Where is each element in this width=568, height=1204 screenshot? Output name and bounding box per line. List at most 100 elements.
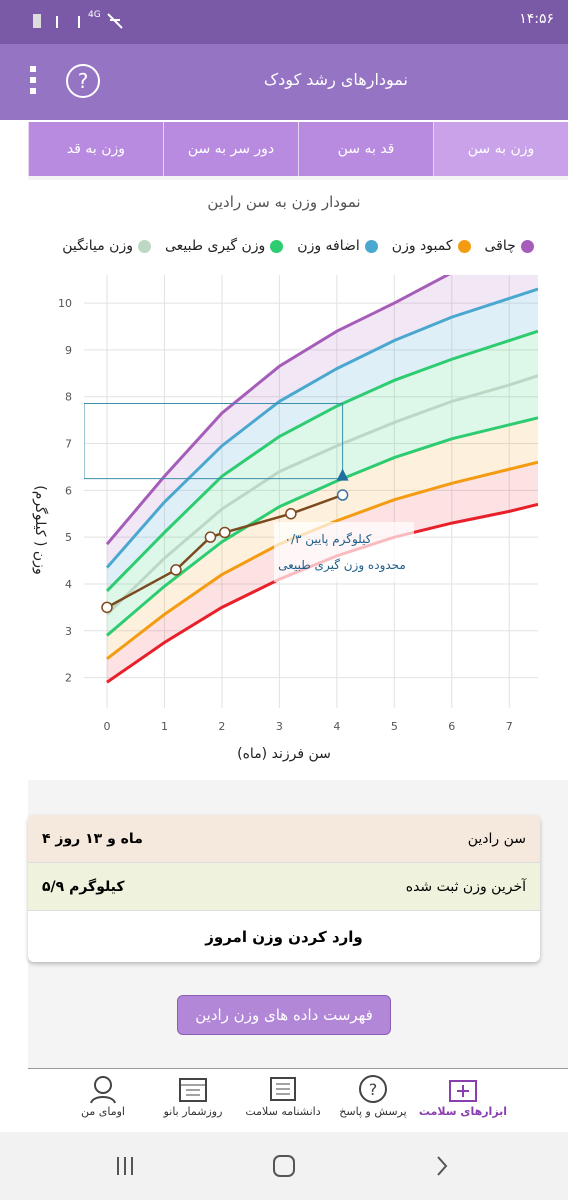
x-tick-label: 3	[276, 720, 283, 733]
nav-item[interactable]: ابزارهای سلامت	[418, 1069, 508, 1132]
plot	[84, 275, 538, 708]
bottom-nav: ابزارهای سلامت ? پرسش و پاسخ دانشنامه سلا…	[28, 1068, 568, 1132]
legend-label: اضافه وزن	[297, 238, 360, 254]
nav-item[interactable]: دانشنامه سلامت	[238, 1069, 328, 1132]
nav-label: دانشنامه سلامت	[245, 1105, 321, 1118]
status-icons	[33, 13, 123, 29]
y-tick-label: 9	[65, 344, 72, 357]
x-tick-label: 5	[391, 720, 398, 733]
list-button[interactable]: فهرست داده های وزن رادین	[177, 995, 391, 1035]
tab[interactable]: قد به سن	[298, 122, 433, 176]
nav-label: اومای من	[81, 1105, 125, 1118]
y-tick-label: 3	[65, 625, 72, 638]
clock: ۱۴:۵۶	[519, 11, 554, 27]
child-point	[285, 507, 297, 520]
child-point	[101, 601, 113, 614]
legend-item: وزن گیری طبیعی	[165, 238, 284, 254]
status-bar: ۱۴:۵۶ 4G	[0, 0, 568, 44]
tab[interactable]: دور سر به سن	[163, 122, 298, 176]
nav-icon	[179, 1078, 207, 1102]
nav-icon	[90, 1076, 116, 1104]
x-tick-label: 7	[506, 720, 513, 733]
child-point	[204, 531, 217, 543]
nav-label: روزشمار بانو	[163, 1105, 223, 1118]
y-tick-label: 6	[65, 484, 72, 497]
legend-label: وزن میانگین	[62, 238, 133, 254]
annotation: محدوده وزن گیری طبیعی	[278, 558, 406, 573]
chart-bg	[28, 180, 568, 780]
y-tick-label: 5	[65, 531, 72, 544]
y-tick-label: 2	[65, 672, 72, 685]
x-tick-label: 4	[333, 720, 340, 733]
tab[interactable]: وزن به قد	[28, 122, 163, 176]
legend-item: اضافه وزن	[297, 238, 378, 254]
nav-icon	[270, 1077, 296, 1101]
nav-label: پرسش و پاسخ	[339, 1105, 407, 1118]
range-marker	[336, 468, 349, 481]
info-row: آخرین وزن ثبت شده ۵/۹ کیلوگرم	[28, 863, 540, 911]
info-value: ۵/۹ کیلوگرم	[42, 878, 125, 895]
y-tick-label: 8	[65, 391, 72, 404]
legend-label: چاقی	[484, 238, 516, 254]
info-label: آخرین وزن ثبت شده	[405, 878, 526, 895]
y-tick-label: 4	[65, 578, 72, 591]
nav-icon	[449, 1080, 477, 1102]
action-button[interactable]: وارد کردن وزن امروز	[205, 927, 363, 946]
child-line	[106, 493, 344, 609]
band	[106, 289, 538, 591]
annotation: ۰/۳ کیلوگرم پایین	[285, 532, 372, 547]
help-button[interactable]: ?	[66, 64, 100, 98]
x-tick-label: 0	[103, 720, 110, 733]
nav-label: ابزارهای سلامت	[418, 1105, 508, 1118]
legend-item: کمبود وزن	[392, 238, 471, 254]
child-point	[219, 526, 231, 539]
info-card: سن رادین ۴ ماه و ۱۳ روز آخرین وزن ثبت شده…	[28, 815, 540, 962]
series-line	[106, 416, 538, 637]
info-row: سن رادین ۴ ماه و ۱۳ روز	[28, 815, 540, 863]
series-line	[105, 275, 451, 546]
series-line	[105, 287, 538, 569]
tab[interactable]: وزن به سن	[433, 122, 568, 176]
range-box	[84, 402, 344, 480]
nav-item[interactable]: ? پرسش و پاسخ	[328, 1069, 418, 1132]
system-nav	[0, 1132, 568, 1200]
legend-swatch	[457, 239, 471, 253]
series-line	[106, 460, 538, 661]
legend-swatch	[138, 239, 151, 253]
child-point	[336, 489, 349, 501]
chart: نمودار وزن به سن رادین سن فرزند (ماه) وز…	[28, 180, 568, 780]
y-tick-label: 10	[58, 297, 72, 310]
x-tick-label: 2	[218, 720, 225, 733]
series-line	[105, 329, 538, 593]
svg-text:?: ?	[369, 1080, 378, 1099]
y-tick-label: 7	[65, 438, 72, 451]
nav-icon: ?	[359, 1075, 387, 1103]
app-title: نمودارهای رشد کودک	[263, 70, 408, 89]
info-value: ۴ ماه و ۱۳ روز	[42, 830, 143, 847]
nav-item[interactable]: اومای من	[58, 1069, 148, 1132]
tabs: وزن به سن قد به سن دور سر به سن وزن به ق…	[28, 122, 568, 176]
network: 4G	[88, 10, 101, 20]
menu[interactable]	[30, 66, 36, 94]
x-axis-label: سن فرزند (ماه)	[237, 746, 331, 762]
info-label: سن رادین	[467, 830, 526, 847]
x-tick-label: 1	[161, 720, 168, 733]
legend-label: وزن گیری طبیعی	[165, 238, 266, 254]
legend-swatch	[520, 239, 534, 253]
chart-title: نمودار وزن به سن رادین	[207, 193, 360, 211]
annotation-bg	[274, 522, 414, 582]
legend-item: وزن میانگین	[62, 238, 151, 254]
child-point	[170, 564, 182, 576]
system-buttons	[117, 1155, 448, 1177]
y-axis-label: وزن ( کیلوگرم)	[32, 485, 49, 574]
series-line	[105, 374, 538, 616]
legend-swatch	[270, 239, 284, 253]
legend-swatch	[364, 239, 378, 253]
legend-item: چاقی	[485, 238, 534, 254]
band	[106, 417, 538, 659]
band	[106, 462, 538, 683]
x-tick-label: 6	[448, 720, 455, 733]
band	[106, 331, 538, 636]
nav-item[interactable]: روزشمار بانو	[148, 1069, 238, 1132]
